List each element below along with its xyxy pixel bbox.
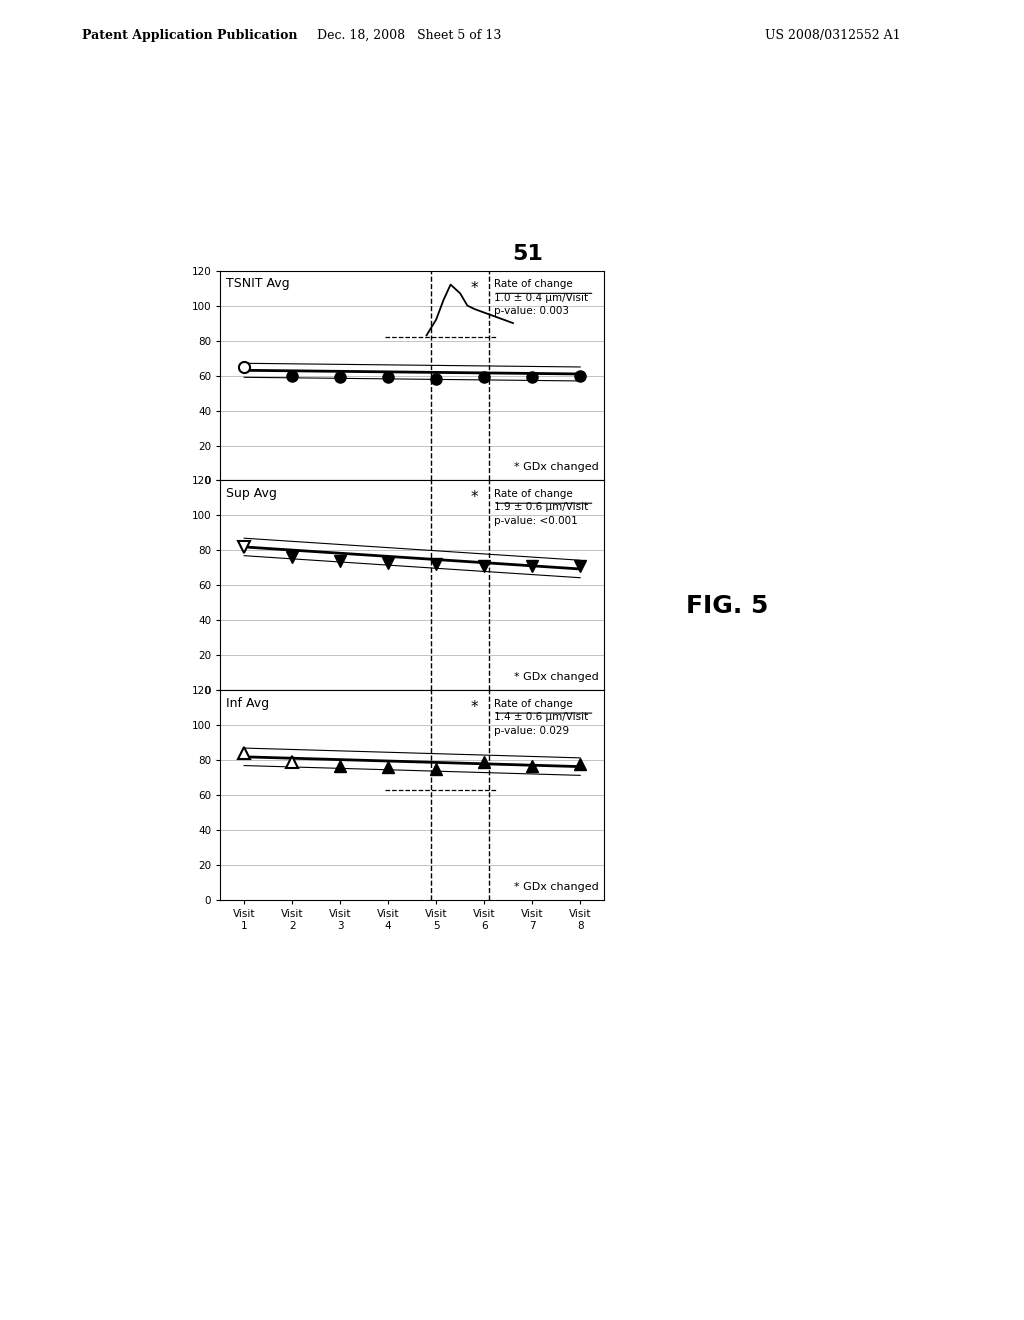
Text: *: * xyxy=(471,491,478,506)
Text: * GDx changed: * GDx changed xyxy=(514,882,598,892)
Text: * GDx changed: * GDx changed xyxy=(514,462,598,473)
Text: Rate of change
1.9 ± 0.6 μm/Visit
p-value: <0.001: Rate of change 1.9 ± 0.6 μm/Visit p-valu… xyxy=(494,490,588,525)
Text: * GDx changed: * GDx changed xyxy=(514,672,598,682)
Text: *: * xyxy=(471,281,478,296)
Text: FIG. 5: FIG. 5 xyxy=(686,594,768,618)
Text: Rate of change
1.0 ± 0.4 μm/Visit
p-value: 0.003: Rate of change 1.0 ± 0.4 μm/Visit p-valu… xyxy=(494,280,588,315)
Text: Rate of change
1.4 ± 0.6 μm/Visit
p-value: 0.029: Rate of change 1.4 ± 0.6 μm/Visit p-valu… xyxy=(494,700,588,735)
Text: US 2008/0312552 A1: US 2008/0312552 A1 xyxy=(766,29,901,42)
Text: *: * xyxy=(471,701,478,715)
Text: Sup Avg: Sup Avg xyxy=(226,487,276,500)
Text: TSNIT Avg: TSNIT Avg xyxy=(226,277,290,290)
Text: Inf Avg: Inf Avg xyxy=(226,697,269,710)
Text: 51: 51 xyxy=(512,244,543,264)
Text: Dec. 18, 2008   Sheet 5 of 13: Dec. 18, 2008 Sheet 5 of 13 xyxy=(317,29,502,42)
Text: Patent Application Publication: Patent Application Publication xyxy=(82,29,297,42)
